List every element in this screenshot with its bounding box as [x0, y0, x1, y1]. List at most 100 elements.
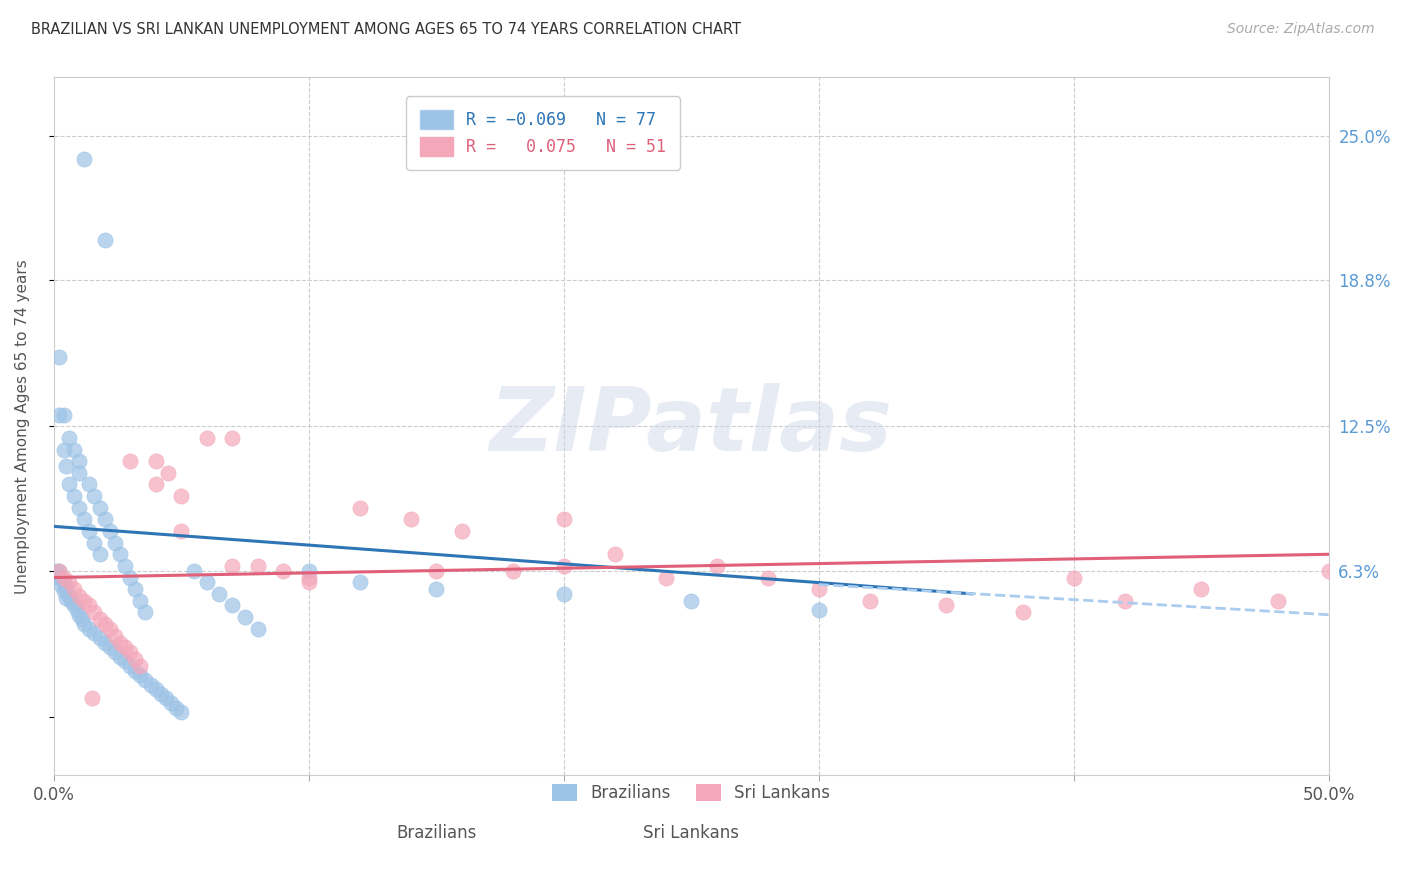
Point	[129, 659, 152, 673]
Point	[145, 682, 167, 697]
Point	[120, 659, 142, 673]
Point	[89, 631, 111, 645]
Point	[52, 575, 75, 590]
Point	[603, 547, 626, 561]
Point	[681, 594, 703, 608]
Point	[63, 582, 86, 596]
Point	[67, 607, 90, 622]
Point	[120, 454, 142, 468]
Point	[756, 570, 779, 584]
Point	[139, 677, 162, 691]
Point	[51, 577, 73, 591]
Point	[807, 582, 830, 596]
Point	[450, 524, 472, 538]
Point	[52, 584, 75, 599]
Point	[70, 612, 93, 626]
Point	[1317, 564, 1340, 578]
Point	[170, 706, 193, 720]
Point	[93, 635, 115, 649]
Point	[120, 570, 142, 584]
Point	[89, 612, 111, 626]
Point	[108, 547, 131, 561]
Point	[160, 696, 183, 710]
Point	[67, 466, 90, 480]
Point	[155, 691, 177, 706]
Point	[89, 547, 111, 561]
Point	[48, 570, 70, 584]
Point	[298, 564, 321, 578]
Point	[195, 431, 218, 445]
Point	[246, 622, 269, 636]
Point	[134, 606, 156, 620]
Point	[553, 512, 575, 526]
Point	[79, 599, 101, 613]
Point	[129, 668, 152, 682]
Point	[859, 594, 882, 608]
Point	[114, 640, 136, 655]
Point	[60, 594, 83, 608]
Point	[73, 617, 96, 632]
Point	[349, 500, 371, 515]
Point	[124, 664, 146, 678]
Legend: Brazilians, Sri Lankans: Brazilians, Sri Lankans	[546, 777, 837, 809]
Point	[134, 673, 156, 687]
Point	[399, 512, 422, 526]
Point	[246, 558, 269, 573]
Point	[55, 582, 77, 596]
Text: Source: ZipAtlas.com: Source: ZipAtlas.com	[1227, 22, 1375, 37]
Point	[63, 442, 86, 457]
Point	[183, 564, 205, 578]
Point	[93, 512, 115, 526]
Point	[98, 622, 121, 636]
Point	[63, 489, 86, 503]
Point	[221, 431, 243, 445]
Point	[425, 564, 447, 578]
Point	[114, 654, 136, 668]
Point	[93, 233, 115, 247]
Point	[1189, 582, 1212, 596]
Point	[48, 564, 70, 578]
Point	[65, 603, 87, 617]
Text: ZIPatlas: ZIPatlas	[489, 383, 893, 470]
Point	[48, 350, 70, 364]
Point	[145, 477, 167, 491]
Point	[298, 575, 321, 590]
Text: Sri Lankans: Sri Lankans	[643, 824, 740, 842]
Point	[48, 408, 70, 422]
Point	[108, 649, 131, 664]
Point	[104, 645, 127, 659]
Y-axis label: Unemployment Among Ages 65 to 74 years: Unemployment Among Ages 65 to 74 years	[15, 259, 30, 594]
Point	[298, 570, 321, 584]
Point	[58, 589, 80, 603]
Point	[145, 454, 167, 468]
Point	[79, 524, 101, 538]
Point	[58, 575, 80, 590]
Point	[654, 570, 676, 584]
Point	[124, 652, 146, 666]
Point	[98, 524, 121, 538]
Point	[1114, 594, 1136, 608]
Text: Brazilians: Brazilians	[396, 824, 477, 842]
Point	[221, 599, 243, 613]
Point	[221, 558, 243, 573]
Point	[124, 582, 146, 596]
Text: BRAZILIAN VS SRI LANKAN UNEMPLOYMENT AMONG AGES 65 TO 74 YEARS CORRELATION CHART: BRAZILIAN VS SRI LANKAN UNEMPLOYMENT AMO…	[31, 22, 741, 37]
Point	[51, 570, 73, 584]
Point	[1011, 606, 1033, 620]
Point	[55, 458, 77, 473]
Point	[55, 591, 77, 606]
Point	[170, 489, 193, 503]
Point	[67, 454, 90, 468]
Point	[83, 606, 105, 620]
Point	[89, 500, 111, 515]
Point	[104, 535, 127, 549]
Point	[104, 629, 127, 643]
Point	[67, 500, 90, 515]
Point	[45, 564, 67, 578]
Point	[1063, 570, 1085, 584]
Point	[83, 489, 105, 503]
Point	[233, 610, 256, 624]
Point	[149, 687, 172, 701]
Point	[120, 645, 142, 659]
Point	[114, 558, 136, 573]
